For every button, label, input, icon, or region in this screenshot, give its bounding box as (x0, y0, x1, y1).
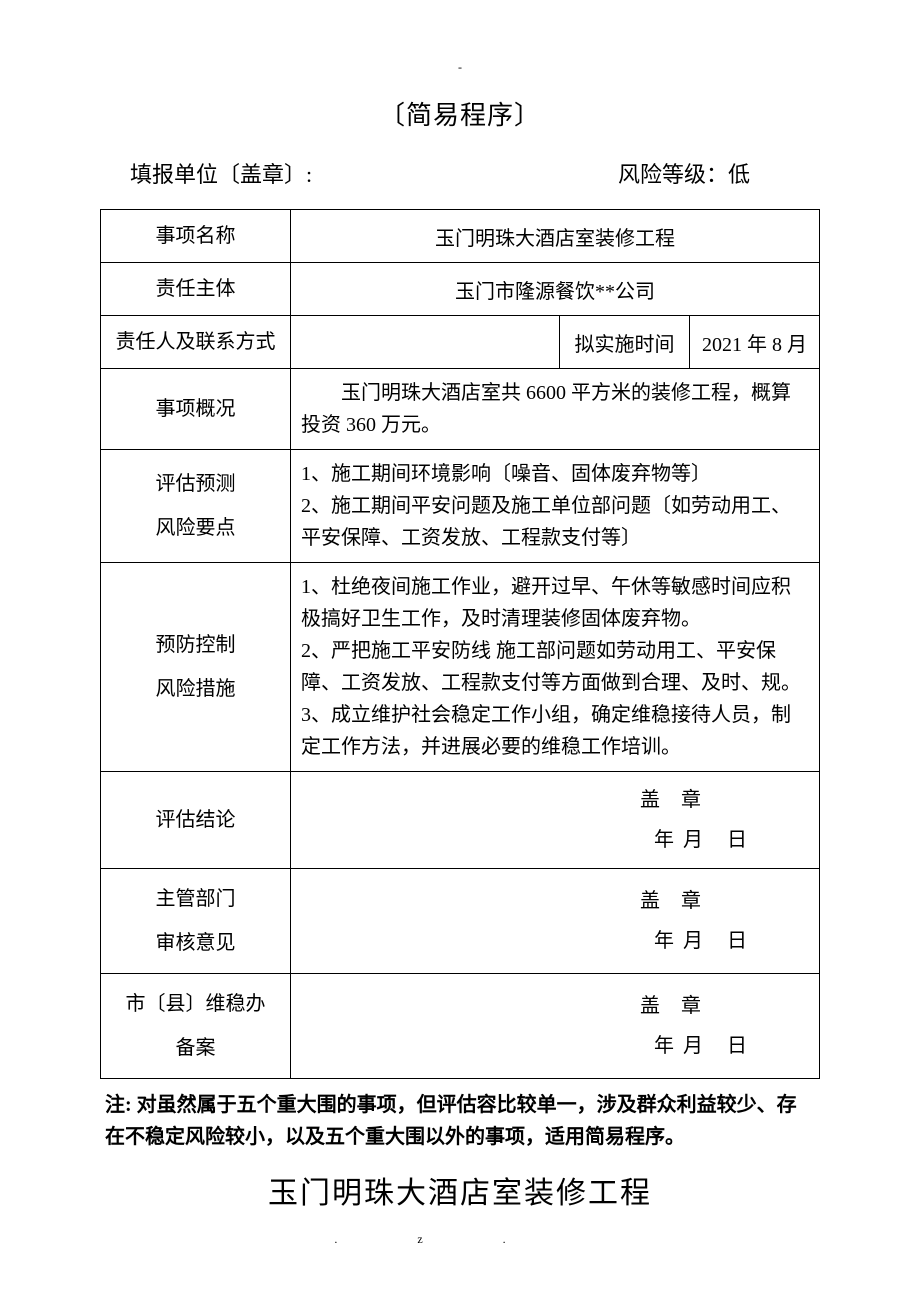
header-row: 填报单位〔盖章〕: 风险等级：低 (100, 157, 820, 189)
table-row: 预防控制 风险措施 1、杜绝夜间施工作业，避开过早、午休等敏感时间应积极搞好卫生… (101, 563, 820, 772)
footer-marks: .z. (100, 1232, 820, 1247)
table-row: 市〔县〕维稳办 备案 盖 章 年 月 日 (101, 974, 820, 1079)
row3-subvalue: 2021 年 8 月 (690, 316, 820, 369)
table-row: 评估结论 盖 章 年 月 日 (101, 772, 820, 869)
footnote: 注: 对虽然属于五个重大围的事项，但评估容比较单一，涉及群众利益较少、存在不稳定… (100, 1089, 820, 1153)
row8-value: 盖 章 年 月 日 (291, 869, 820, 974)
table-row: 责任主体 玉门市隆源餐饮**公司 (101, 263, 820, 316)
row7-value: 盖 章 年 月 日 (291, 772, 820, 869)
row6-label-line1: 预防控制 (111, 623, 280, 667)
row3-value (291, 316, 560, 369)
risk-level: 风险等级：低 (618, 157, 790, 189)
row2-value: 玉门市隆源餐饮**公司 (291, 263, 820, 316)
risk-level-value: 低 (728, 162, 750, 187)
row2-label: 责任主体 (101, 263, 291, 316)
table-row: 评估预测 风险要点 1、施工期间环境影响〔噪音、固体废弃物等〕 2、施工期间平安… (101, 450, 820, 563)
row8-label: 主管部门 审核意见 (101, 869, 291, 974)
row7-label: 评估结论 (101, 772, 291, 869)
row6-label: 预防控制 风险措施 (101, 563, 291, 772)
row9-date: 年 月 日 (654, 1035, 749, 1057)
row9-label: 市〔县〕维稳办 备案 (101, 974, 291, 1079)
row4-label: 事项概况 (101, 369, 291, 450)
table-row: 事项名称 玉门明珠大酒店室装修工程 (101, 210, 820, 263)
row3-label: 责任人及联系方式 (101, 316, 291, 369)
row8-stamp: 盖 章 (301, 881, 749, 921)
row5-label-line1: 评估预测 (111, 462, 280, 506)
row8-label-line1: 主管部门 (111, 877, 280, 921)
row3-sublabel: 拟实施时间 (560, 316, 690, 369)
footer-title: 玉门明珠大酒店室装修工程 (100, 1168, 820, 1212)
table-row: 主管部门 审核意见 盖 章 年 月 日 (101, 869, 820, 974)
document-title: 〔简易程序〕 (100, 95, 820, 132)
row9-value: 盖 章 年 月 日 (291, 974, 820, 1079)
row9-stamp: 盖 章 (301, 986, 749, 1026)
row1-value: 玉门明珠大酒店室装修工程 (291, 210, 820, 263)
risk-level-label: 风险等级： (618, 162, 728, 187)
row6-value: 1、杜绝夜间施工作业，避开过早、午休等敏感时间应积极搞好卫生工作，及时清理装修固… (291, 563, 820, 772)
table-row: 责任人及联系方式 拟实施时间 2021 年 8 月 (101, 316, 820, 369)
row8-label-line2: 审核意见 (111, 921, 280, 965)
top-mark: - (100, 60, 820, 75)
table-row: 事项概况 玉门明珠大酒店室共 6600 平方米的装修工程，概算投资 360 万元… (101, 369, 820, 450)
row7-stamp: 盖 章 (301, 780, 749, 820)
row8-date: 年 月 日 (654, 930, 749, 952)
row9-label-line2: 备案 (111, 1026, 280, 1070)
reporting-unit-label: 填报单位〔盖章〕: (130, 157, 618, 189)
row7-date: 年 月 日 (654, 829, 749, 851)
row4-value: 玉门明珠大酒店室共 6600 平方米的装修工程，概算投资 360 万元。 (291, 369, 820, 450)
row5-label: 评估预测 风险要点 (101, 450, 291, 563)
row1-label: 事项名称 (101, 210, 291, 263)
main-table: 事项名称 玉门明珠大酒店室装修工程 责任主体 玉门市隆源餐饮**公司 责任人及联… (100, 209, 820, 1079)
row5-label-line2: 风险要点 (111, 506, 280, 550)
row9-label-line1: 市〔县〕维稳办 (111, 982, 280, 1026)
row5-value: 1、施工期间环境影响〔噪音、固体废弃物等〕 2、施工期间平安问题及施工单位部问题… (291, 450, 820, 563)
row6-label-line2: 风险措施 (111, 667, 280, 711)
